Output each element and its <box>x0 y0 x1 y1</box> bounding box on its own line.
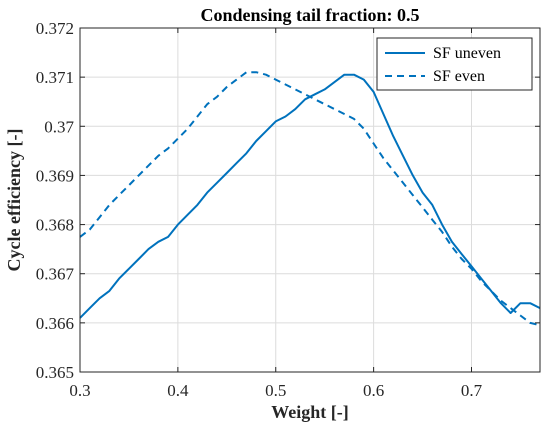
x-axis-title: Weight [-] <box>271 402 348 422</box>
x-tick-label: 0.5 <box>265 381 286 400</box>
legend-label-sf-uneven: SF uneven <box>433 45 501 62</box>
y-axis-title: Cycle efficiency [-] <box>4 129 24 272</box>
y-tick-label: 0.365 <box>36 363 74 382</box>
series-lines <box>79 71 541 327</box>
chart-title: Condensing tail fraction: 0.5 <box>200 5 419 25</box>
y-tick-label: 0.371 <box>36 68 74 87</box>
y-tick-label: 0.368 <box>36 216 74 235</box>
x-tick-label: 0.7 <box>461 381 483 400</box>
plot-frame <box>79 27 541 373</box>
legend-label-sf-even: SF even <box>433 68 485 85</box>
x-tick-label: 0.4 <box>167 381 189 400</box>
x-tick-label: 0.6 <box>363 381 384 400</box>
legend-box <box>376 37 533 91</box>
y-tick-label: 0.369 <box>36 166 74 185</box>
y-axis-ticks: 0.365 0.366 0.367 0.368 0.369 0.37 0.371 0.372 <box>36 19 540 382</box>
y-tick-label: 0.366 <box>36 314 74 333</box>
series-line-sf-even <box>79 71 541 327</box>
x-tick-label: 0.3 <box>69 381 90 400</box>
x-axis-ticks: 0.3 0.4 0.5 0.6 0.7 <box>69 28 483 400</box>
y-tick-label: 0.372 <box>36 19 74 38</box>
y-tick-label: 0.367 <box>36 265 75 284</box>
y-tick-label: 0.37 <box>44 117 74 136</box>
legend: SF uneven SF even <box>376 37 533 91</box>
